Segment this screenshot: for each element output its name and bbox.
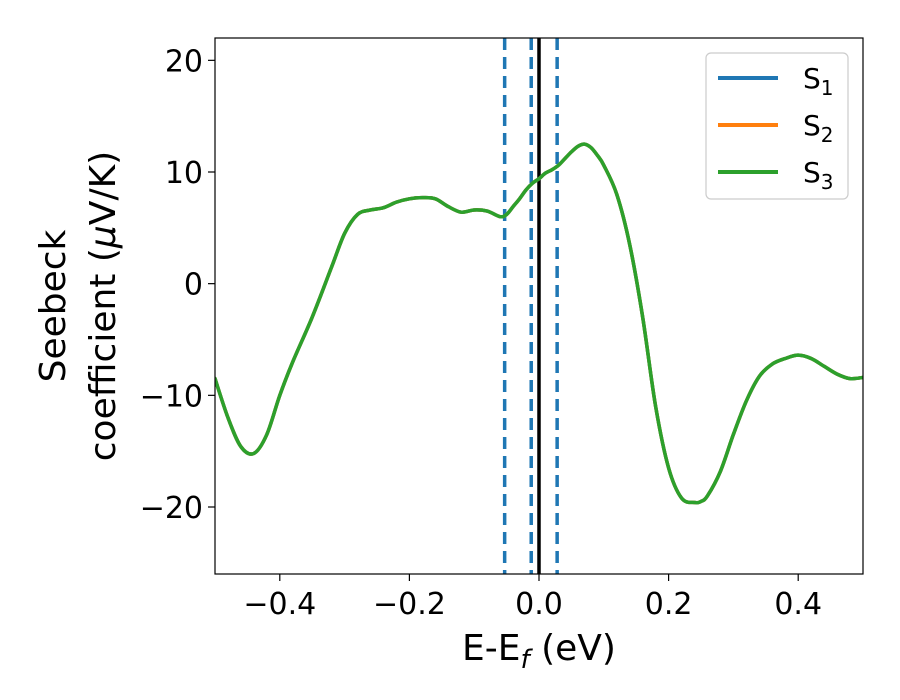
y-axis-title-line2: coefficient (μV/K) (83, 151, 124, 461)
y-tick-label: 0 (184, 268, 203, 303)
x-tick-label: −0.4 (243, 587, 316, 622)
series-line-s3 (215, 142, 863, 505)
series-layer (215, 142, 863, 505)
y-tick-label: 20 (165, 44, 203, 79)
x-tick-label: 0.4 (774, 587, 822, 622)
x-axis: −0.4 −0.2 0.0 0.2 0.4 (243, 574, 822, 622)
x-tick-label: 0.0 (515, 587, 563, 622)
x-axis-title: E-Ef (eV) (462, 628, 616, 675)
y-tick-label: −10 (140, 379, 203, 414)
y-tick-label: 10 (165, 156, 203, 191)
y-axis-title-line1: Seebeck (33, 229, 74, 382)
y-axis: 20 10 0 −10 −20 (140, 44, 215, 526)
x-tick-label: −0.2 (373, 587, 446, 622)
x-tick-label: 0.2 (645, 587, 693, 622)
vertical-lines (502, 38, 559, 574)
y-tick-label: −20 (140, 491, 203, 526)
